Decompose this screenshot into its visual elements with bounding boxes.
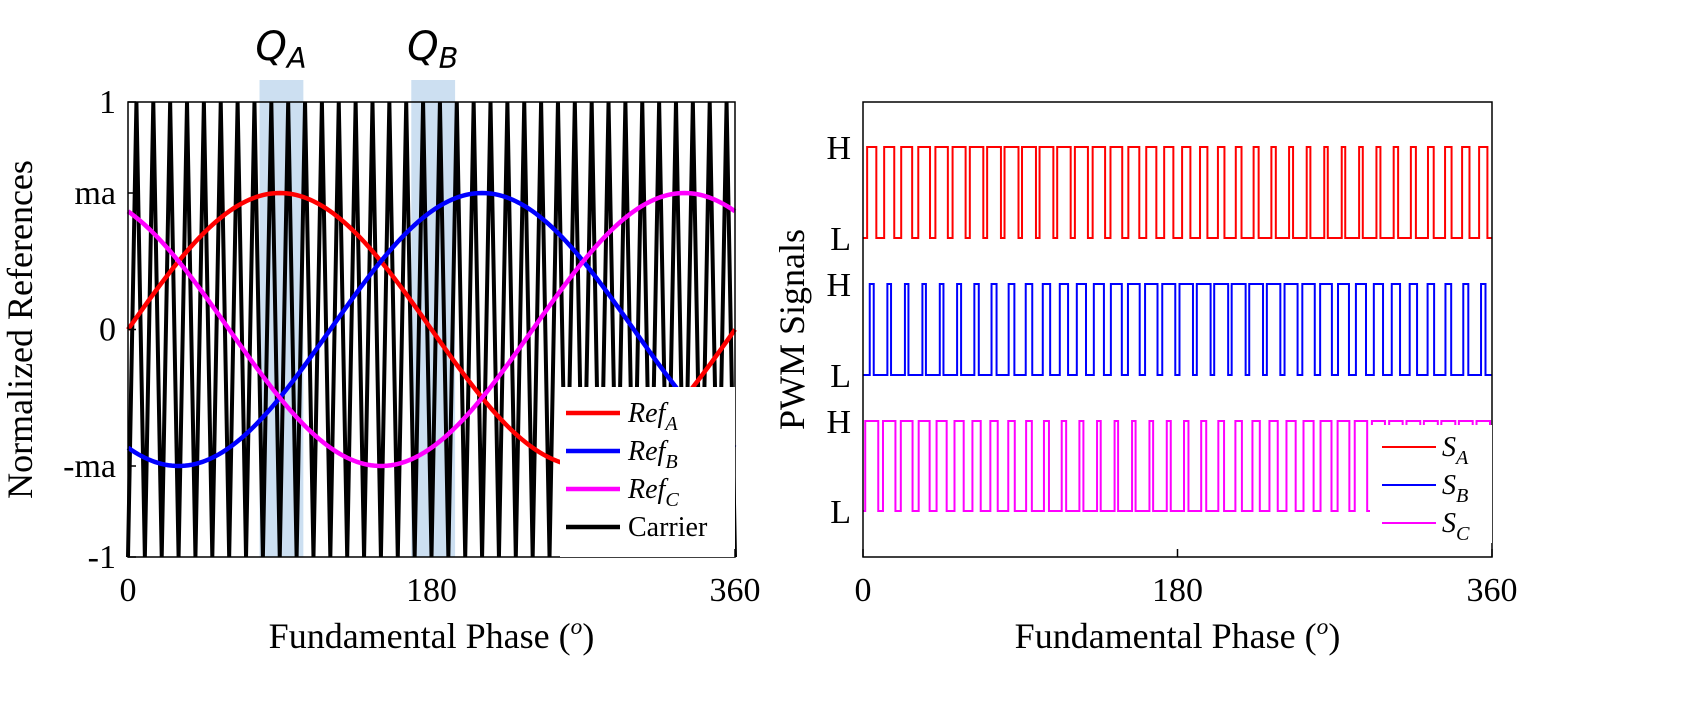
left-x-ticks: 0 180 360 <box>120 549 761 609</box>
pwm-series-s-a <box>863 146 1492 239</box>
left-x-tick-label: 0 <box>120 572 137 609</box>
left-x-tick-label: 360 <box>710 572 761 609</box>
right-y-axis-label: PWM Signals <box>772 229 812 430</box>
highlight-labels: QA QB <box>255 24 458 75</box>
left-legend-label: Carrier <box>628 512 708 543</box>
highlight-bands <box>259 80 456 557</box>
right-legend-label: SC <box>1442 508 1470 545</box>
highlight-label-1: QA <box>255 24 306 75</box>
left-y-tick-label: 1 <box>99 84 116 121</box>
right-legend-label: SB <box>1442 470 1468 507</box>
ref-series-ref-b <box>126 190 737 469</box>
right-x-tick-label: 0 <box>855 572 872 609</box>
low-level-label: L <box>830 494 851 531</box>
low-level-label: L <box>830 221 851 258</box>
left-y-tick-label: ma <box>74 175 116 212</box>
pwm-series-s-b <box>863 283 1492 376</box>
left-legend-label: RefC <box>627 474 679 511</box>
low-level-label: L <box>830 358 851 395</box>
right-x-axis-label: Fundamental Phase (o) <box>1015 614 1341 656</box>
left-legend-label: RefA <box>627 398 678 435</box>
left-y-ticks: 1 ma 0 -ma -1 <box>63 84 136 576</box>
left-y-tick-label: 0 <box>99 312 116 349</box>
left-y-tick-label: -ma <box>63 448 116 485</box>
right-x-tick-label: 180 <box>1152 572 1203 609</box>
left-x-axis-label: Fundamental Phase (o) <box>269 614 595 656</box>
high-level-label: H <box>826 404 851 441</box>
left-x-tick-label: 180 <box>406 572 457 609</box>
left-legend-label: RefB <box>627 436 678 473</box>
right-x-tick-label: 360 <box>1467 572 1518 609</box>
high-level-label: H <box>826 130 851 167</box>
ref-series-ref-c <box>126 190 737 469</box>
left-y-tick-label: -1 <box>88 539 116 576</box>
highlight-label-2: QB <box>407 24 458 75</box>
high-level-label: H <box>826 267 851 304</box>
right-legend-label: SA <box>1442 432 1469 469</box>
left-y-axis-label: Normalized References <box>0 160 40 499</box>
right-x-ticks: 0 180 360 <box>855 549 1518 609</box>
